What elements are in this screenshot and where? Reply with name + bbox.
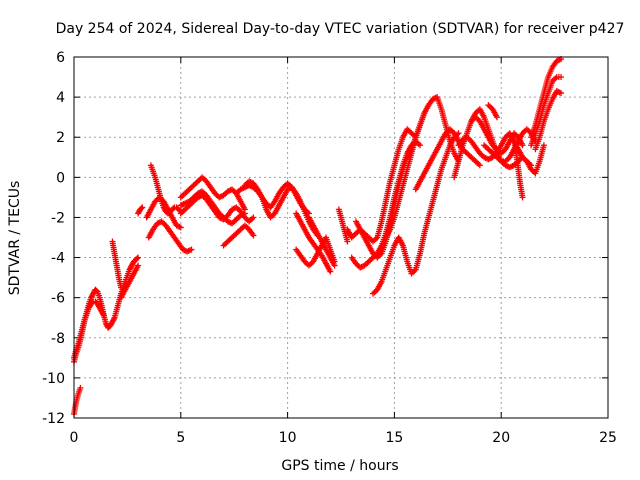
data-point — [540, 142, 547, 149]
data-point — [93, 287, 100, 294]
y-tick-label: -8 — [51, 331, 65, 347]
y-tick-label: -4 — [51, 251, 65, 267]
data-point — [185, 247, 192, 254]
data-point — [327, 268, 334, 275]
data-point — [344, 238, 351, 245]
x-tick-label: 10 — [279, 430, 297, 446]
data-point — [519, 194, 526, 201]
plot-frame — [73, 56, 609, 419]
data-point — [138, 205, 145, 212]
data-point — [77, 384, 84, 391]
data-point — [476, 162, 483, 169]
data-point — [134, 255, 141, 262]
data-point — [110, 316, 117, 323]
data-point — [100, 312, 107, 319]
data-point — [188, 246, 195, 253]
data-point — [187, 247, 194, 254]
data-point — [117, 284, 124, 291]
data-point — [493, 114, 500, 121]
data-point — [177, 224, 184, 231]
data-point — [556, 56, 563, 63]
data-point — [135, 254, 142, 261]
y-tick-label: -6 — [51, 291, 65, 307]
y-tick-label: -12 — [42, 411, 65, 427]
data-point — [100, 311, 107, 318]
x-tick-label: 0 — [70, 430, 79, 446]
x-axis-label: GPS time / hours — [281, 458, 398, 474]
y-tick-label: 2 — [56, 130, 65, 146]
y-tick-label: -10 — [42, 371, 65, 387]
data-point — [558, 74, 565, 81]
data-point — [417, 142, 424, 149]
grid-lines — [74, 57, 608, 418]
y-tick-label: 4 — [56, 90, 65, 106]
y-axis-label: SDTVAR / TECUs — [7, 181, 23, 296]
data-point — [176, 223, 183, 230]
x-tick-label: 25 — [599, 430, 617, 446]
data-markers — [71, 56, 565, 417]
data-point — [331, 262, 338, 269]
chart-title: Day 254 of 2024, Sidereal Day-to-day VTE… — [56, 21, 625, 37]
data-point — [519, 142, 526, 149]
data-point — [241, 210, 248, 217]
x-tick-label: 15 — [385, 430, 403, 446]
y-tick-label: 6 — [56, 50, 65, 66]
data-point — [250, 232, 257, 239]
x-tick-label: 5 — [176, 430, 185, 446]
data-point — [558, 90, 565, 97]
data-point — [250, 214, 257, 221]
data-point — [135, 262, 142, 269]
y-tick-label: 0 — [56, 170, 65, 186]
y-tick-label: -2 — [51, 210, 65, 226]
x-tick-label: 20 — [492, 430, 510, 446]
axis-ticks: 0 5 10 15 20 25 -12 -10 -8 -6 -4 -2 0 2 4 6 — [42, 50, 617, 446]
data-point — [139, 204, 146, 211]
